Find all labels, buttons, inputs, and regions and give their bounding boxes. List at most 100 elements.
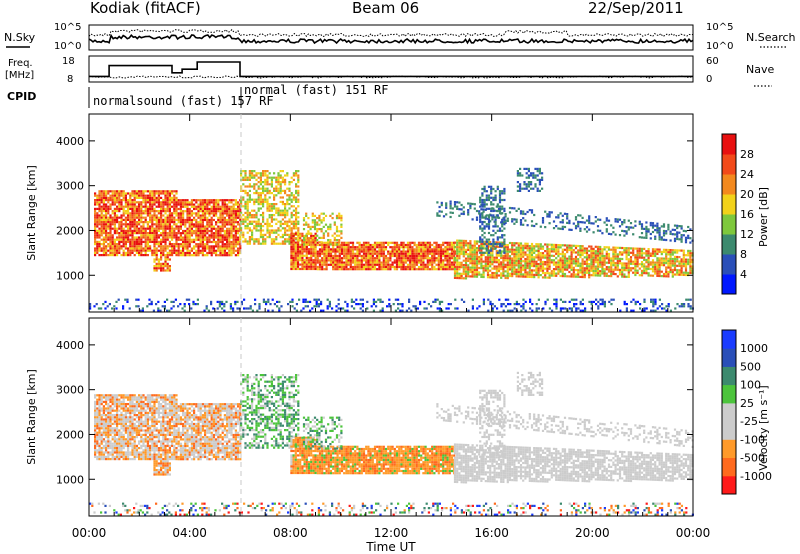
heatmap-cell <box>221 218 224 222</box>
heatmap-cell <box>612 226 615 229</box>
heatmap-cell <box>268 225 271 228</box>
heatmap-cell <box>281 209 284 212</box>
heatmap-cell <box>638 252 641 255</box>
heatmap-cell <box>288 198 291 201</box>
heatmap-cell <box>574 269 578 272</box>
heatmap-cell <box>215 240 218 244</box>
heatmap-cell <box>251 216 254 219</box>
heatmap-cell <box>188 207 191 211</box>
heatmap-cell <box>467 255 470 258</box>
heatmap-cell <box>234 225 237 228</box>
frequency-tick-top: 18 <box>62 56 75 67</box>
heatmap-cell <box>168 207 171 210</box>
heatmap-cell <box>162 192 165 195</box>
heatmap-cell <box>634 254 637 257</box>
heatmap-cell <box>94 194 97 197</box>
heatmap-cell <box>483 236 486 239</box>
heatmap-cell <box>559 244 562 247</box>
heatmap-cell <box>682 262 685 265</box>
heatmap-cell <box>506 268 509 271</box>
heatmap-cell <box>552 227 556 230</box>
heatmap-cell <box>467 248 470 251</box>
heatmap-cell <box>259 203 262 206</box>
heatmap-cell <box>153 245 156 248</box>
heatmap-cell <box>689 241 692 244</box>
heatmap-cell <box>246 216 249 219</box>
heatmap-cell <box>539 267 542 270</box>
heatmap-cell <box>171 216 174 219</box>
heatmap-cell <box>157 240 160 243</box>
heatmap-cell <box>193 251 196 255</box>
heatmap-cell <box>440 210 443 213</box>
heatmap-cell <box>201 229 204 233</box>
heatmap-cell <box>519 249 523 252</box>
heatmap-cell <box>288 238 291 241</box>
heatmap-cell <box>371 246 374 249</box>
heatmap-cell <box>257 181 260 184</box>
heatmap-cell <box>120 221 123 224</box>
heatmap-cell <box>467 268 470 271</box>
heatmap-cell <box>210 251 213 255</box>
heatmap-cell <box>292 237 295 240</box>
heatmap-cell <box>349 241 352 244</box>
heatmap-cell <box>314 250 317 253</box>
heatmap-cell <box>228 201 231 204</box>
heatmap-cell <box>301 248 304 251</box>
heatmap-cell <box>223 201 226 204</box>
heatmap-cell <box>504 265 507 269</box>
heatmap-cell <box>149 221 152 224</box>
heatmap-cell <box>259 192 262 195</box>
heatmap-cell <box>195 218 198 222</box>
heatmap-cell <box>387 259 390 262</box>
heatmap-cell <box>387 268 390 271</box>
heatmap-cell <box>400 241 403 244</box>
heatmap-cell <box>469 202 472 205</box>
heatmap-cell <box>436 212 439 215</box>
heatmap-cell <box>480 256 483 259</box>
heatmap-cell <box>288 233 291 236</box>
heatmap-cell <box>277 176 280 179</box>
heatmap-cell <box>492 187 495 191</box>
heatmap-cell <box>116 245 119 248</box>
heatmap-cell <box>204 218 207 222</box>
heatmap-cell <box>146 243 149 246</box>
heatmap-cell <box>373 252 377 255</box>
heatmap-cell <box>138 221 141 224</box>
heatmap-cell <box>483 185 486 188</box>
heatmap-cell <box>230 251 233 255</box>
heatmap-cell <box>579 264 582 267</box>
heatmap-cell <box>481 240 484 243</box>
heatmap-cell <box>122 214 125 217</box>
heatmap-cell <box>332 241 335 244</box>
heatmap-cell <box>146 207 149 210</box>
heatmap-cell <box>343 248 346 251</box>
heatmap-cell <box>647 250 650 253</box>
heatmap-cell <box>226 203 229 206</box>
heatmap-cell <box>511 244 514 247</box>
heatmap-cell <box>539 258 542 261</box>
heatmap-cell <box>625 275 628 278</box>
heatmap-cell <box>658 238 661 241</box>
heatmap-cell <box>460 263 463 267</box>
heatmap-cell <box>515 255 518 258</box>
heatmap-cell <box>539 260 542 263</box>
heatmap-cell <box>409 243 412 247</box>
heatmap-cell <box>113 212 116 215</box>
heatmap-cell <box>262 174 265 177</box>
heatmap-cell <box>671 262 674 265</box>
heatmap-cell <box>288 194 291 197</box>
heatmap-cell <box>321 248 324 251</box>
heatmap-cell <box>458 257 461 260</box>
heatmap-cell <box>563 266 567 269</box>
heatmap-cell <box>135 245 138 248</box>
heatmap-cell <box>483 205 486 208</box>
heatmap-cell <box>232 203 235 206</box>
heatmap-cell <box>144 251 147 254</box>
heatmap-cell <box>336 246 339 249</box>
heatmap-cell <box>612 261 615 265</box>
heatmap-cell <box>533 247 536 250</box>
heatmap-cell <box>480 264 483 267</box>
heatmap-cell <box>338 259 341 262</box>
heatmap-cell <box>391 252 394 255</box>
heatmap-cell <box>273 205 276 208</box>
